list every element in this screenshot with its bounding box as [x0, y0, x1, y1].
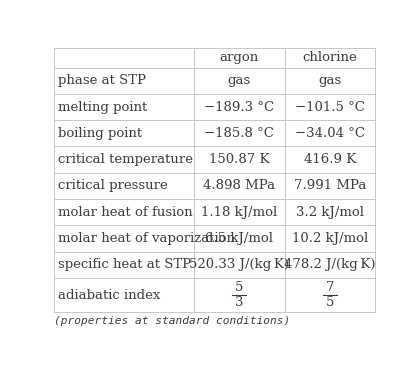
Text: 478.2 J/(kg K): 478.2 J/(kg K) [285, 258, 376, 271]
Text: specific heat at STP: specific heat at STP [58, 258, 191, 271]
Text: 5: 5 [326, 296, 334, 309]
Text: 7.991 MPa: 7.991 MPa [294, 179, 366, 192]
Text: 150.87 K: 150.87 K [209, 153, 269, 166]
Text: argon: argon [220, 51, 259, 64]
Text: 7: 7 [326, 281, 334, 294]
Text: molar heat of vaporization: molar heat of vaporization [58, 232, 235, 245]
Text: 3: 3 [235, 296, 243, 309]
Text: gas: gas [228, 74, 251, 87]
Text: adiabatic index: adiabatic index [58, 288, 160, 302]
Text: melting point: melting point [58, 100, 147, 114]
Text: critical temperature: critical temperature [58, 153, 193, 166]
Text: 1.18 kJ/mol: 1.18 kJ/mol [201, 206, 277, 219]
Text: −34.04 °C: −34.04 °C [295, 127, 365, 140]
Text: 520.33 J/(kg K): 520.33 J/(kg K) [189, 258, 289, 271]
Text: 416.9 K: 416.9 K [304, 153, 356, 166]
Text: 6.5 kJ/mol: 6.5 kJ/mol [205, 232, 273, 245]
Text: −185.8 °C: −185.8 °C [204, 127, 274, 140]
Text: gas: gas [318, 74, 341, 87]
Text: chlorine: chlorine [303, 51, 357, 64]
Text: −101.5 °C: −101.5 °C [295, 100, 365, 114]
Text: −189.3 °C: −189.3 °C [204, 100, 274, 114]
Text: 5: 5 [235, 281, 243, 294]
Text: 3.2 kJ/mol: 3.2 kJ/mol [296, 206, 364, 219]
Text: 10.2 kJ/mol: 10.2 kJ/mol [292, 232, 368, 245]
Text: molar heat of fusion: molar heat of fusion [58, 206, 192, 219]
Text: critical pressure: critical pressure [58, 179, 168, 192]
Text: 4.898 MPa: 4.898 MPa [203, 179, 275, 192]
Text: boiling point: boiling point [58, 127, 142, 140]
Text: (properties at standard conditions): (properties at standard conditions) [54, 316, 290, 326]
Text: phase at STP: phase at STP [58, 74, 146, 87]
